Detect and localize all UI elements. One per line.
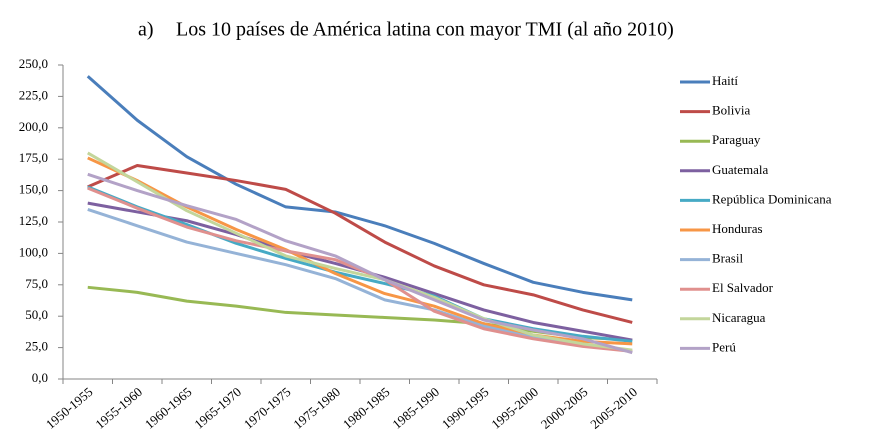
- chart-label: a): [138, 19, 154, 41]
- legend-label: Haití: [712, 73, 738, 88]
- legend-label: Paraguay: [712, 132, 761, 147]
- x-tick-label: 2005-2010: [587, 384, 640, 432]
- x-tick-label: 1955-1960: [92, 384, 145, 432]
- legend-label: Honduras: [712, 221, 763, 236]
- legend-label: Bolivia: [712, 103, 751, 118]
- x-tick-label: 1990-1995: [439, 384, 492, 432]
- y-tick-label: 200,0: [19, 119, 48, 134]
- series-line: [86, 75, 633, 302]
- y-tick-label: 150,0: [19, 182, 48, 197]
- x-tick-label: 1970-1975: [241, 384, 294, 432]
- series-line: [87, 186, 633, 353]
- y-tick-label: 125,0: [19, 213, 48, 228]
- x-tick-label: 1965-1970: [191, 384, 244, 432]
- x-tick-label: 1975-1980: [290, 384, 343, 432]
- x-tick-label: 2000-2005: [538, 384, 591, 432]
- x-tick-label: 1995-2000: [488, 384, 541, 432]
- y-tick-label: 175,0: [19, 150, 48, 165]
- y-tick-label: 75,0: [25, 276, 48, 291]
- legend-label: Perú: [712, 339, 736, 354]
- y-tick-label: 225,0: [19, 87, 48, 102]
- legend-label: Guatemala: [712, 162, 769, 177]
- legend-label: República Dominicana: [712, 191, 832, 206]
- legend-label: Brasil: [712, 251, 743, 266]
- y-tick-label: 100,0: [19, 244, 48, 259]
- series-line: [87, 185, 633, 343]
- y-tick-label: 0,0: [32, 370, 48, 385]
- x-tick-label: 1960-1965: [142, 384, 195, 432]
- x-tick-label: 1950-1955: [43, 384, 96, 432]
- x-tick-label: 1985-1990: [389, 384, 442, 432]
- series-line: [87, 172, 633, 355]
- y-tick-label: 25,0: [25, 339, 48, 354]
- x-tick-label: 1980-1985: [340, 384, 393, 432]
- series-line: [86, 151, 633, 352]
- y-tick-label: 50,0: [25, 307, 48, 322]
- series-line: [87, 201, 633, 342]
- legend-label: El Salvador: [712, 280, 774, 295]
- series-line: [87, 163, 633, 324]
- legend-label: Nicaragua: [712, 310, 766, 325]
- chart-title: Los 10 países de América latina con mayo…: [176, 19, 674, 41]
- y-tick-label: 250,0: [19, 56, 48, 71]
